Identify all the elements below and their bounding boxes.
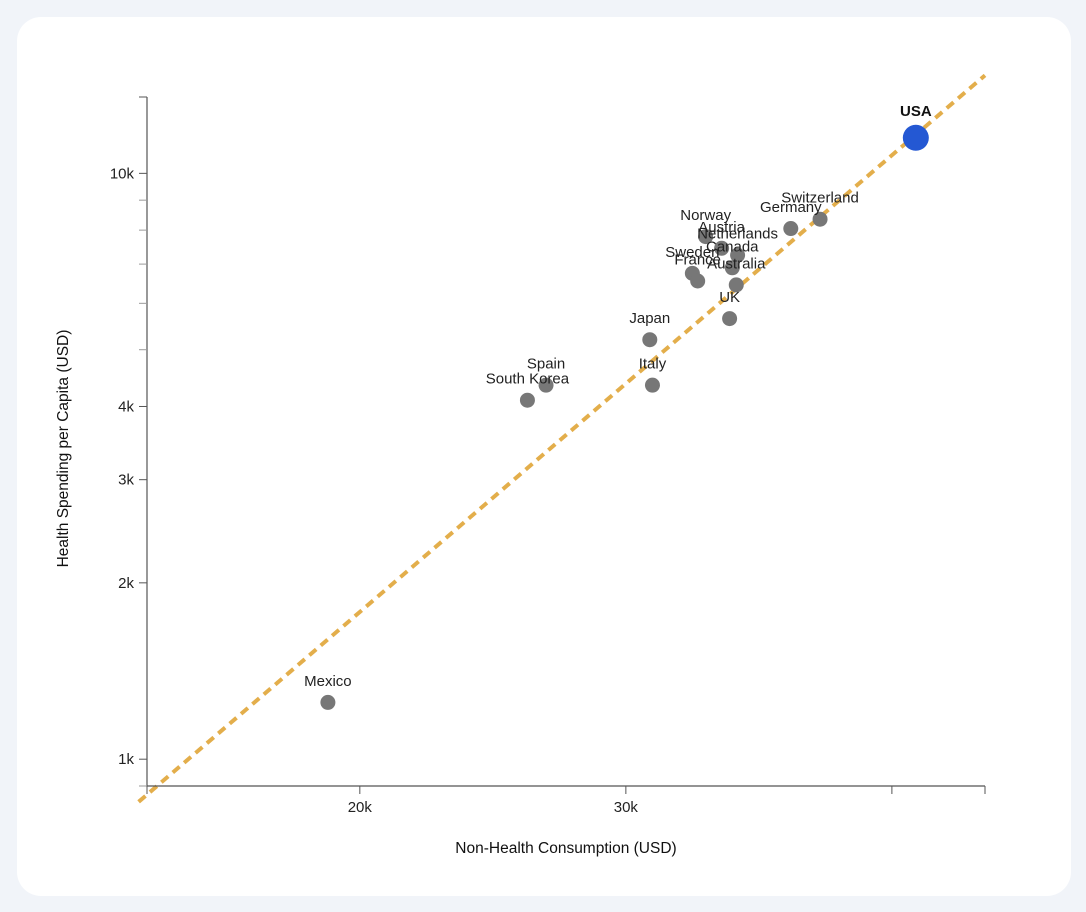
data-point-south-korea[interactable] xyxy=(519,392,535,408)
trend-line xyxy=(137,73,987,804)
y-ticks: 1k 2k 3k 4k 10k xyxy=(110,96,147,787)
x-axis: 20k 30k xyxy=(146,785,986,816)
point-label-australia: Australia xyxy=(707,255,766,272)
data-point-japan[interactable] xyxy=(642,332,658,348)
point-label-italy: Italy xyxy=(639,356,667,373)
x-tick-label: 20k xyxy=(348,799,373,816)
point-label-usa: USA xyxy=(900,103,932,120)
point-label-south-korea: South Korea xyxy=(486,371,570,388)
point-label-canada: Canada xyxy=(706,238,759,255)
data-point-germany[interactable] xyxy=(783,221,799,237)
data-point-spain[interactable] xyxy=(538,377,554,393)
data-point-australia[interactable] xyxy=(728,277,744,293)
point-label-germany: Germany xyxy=(760,199,822,216)
data-point-usa[interactable] xyxy=(902,124,929,151)
point-label-switzerland: Switzerland xyxy=(781,190,859,207)
y-tick-label: 10k xyxy=(110,165,135,182)
y-tick-label: 3k xyxy=(118,472,134,489)
data-point-switzerland[interactable] xyxy=(812,211,828,227)
x-ticks: 20k 30k xyxy=(146,786,986,816)
point-label-france: France xyxy=(674,252,721,269)
x-tick-label: 30k xyxy=(614,799,639,816)
point-label-austria: Austria xyxy=(698,219,745,236)
data-point-norway[interactable] xyxy=(698,229,714,245)
data-points xyxy=(320,124,929,710)
data-point-canada[interactable] xyxy=(724,260,740,276)
y-tick-label: 4k xyxy=(118,398,134,415)
data-point-austria[interactable] xyxy=(714,240,730,256)
y-tick-label: 2k xyxy=(118,575,134,592)
y-axis: 1k 2k 3k 4k 10k xyxy=(110,96,148,787)
x-axis-title: Non-Health Consumption (USD) xyxy=(455,840,676,857)
y-tick-label: 1k xyxy=(118,751,134,768)
data-point-mexico[interactable] xyxy=(320,694,336,710)
point-label-spain: Spain xyxy=(527,356,565,373)
chart-card xyxy=(17,17,1071,896)
point-label-sweden: Sweden xyxy=(665,244,719,261)
point-label-mexico: Mexico xyxy=(304,673,352,690)
point-label-norway: Norway xyxy=(680,207,731,224)
data-point-italy[interactable] xyxy=(644,377,660,393)
y-axis-title: Health Spending per Capita (USD) xyxy=(55,330,72,568)
point-label-uk: UK xyxy=(719,289,740,306)
data-point-uk[interactable] xyxy=(722,311,738,327)
data-point-france[interactable] xyxy=(690,273,706,289)
trend-line-group xyxy=(137,73,987,804)
point-label-japan: Japan xyxy=(629,310,670,327)
point-label-netherlands: Netherlands xyxy=(697,226,778,243)
data-point-netherlands[interactable] xyxy=(730,247,746,263)
